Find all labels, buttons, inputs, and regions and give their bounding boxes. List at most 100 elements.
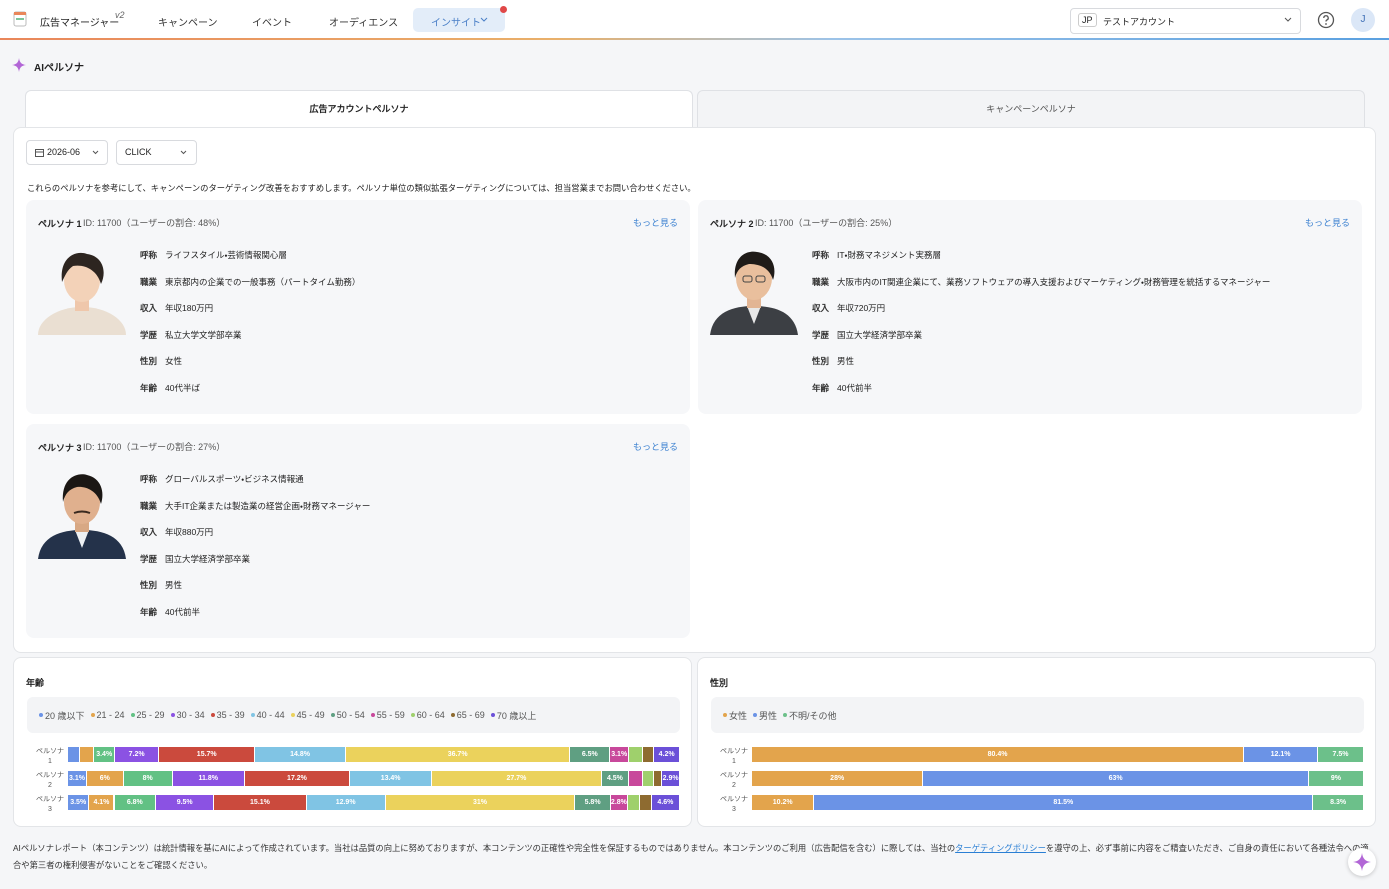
nav-item[interactable]: イベント <box>252 18 292 29</box>
bar-segment: 4.6% <box>651 795 679 810</box>
bar-segment: 27.7% <box>432 771 601 786</box>
field-label: 収入 <box>812 303 830 314</box>
assistant-button[interactable] <box>1348 848 1376 876</box>
legend-swatch <box>370 713 375 717</box>
nav-item[interactable]: キャンペーン <box>158 18 218 29</box>
legend-item[interactable]: 45 - 49 <box>290 710 325 720</box>
legend-item[interactable]: 25 - 29 <box>130 710 165 720</box>
account-code: JP <box>1078 13 1097 27</box>
nav-item[interactable]: オーディエンス <box>329 18 399 29</box>
persona-id: ID: 11700（ユーザーの割合: 27%） <box>83 442 226 452</box>
metric-select[interactable] <box>116 140 197 165</box>
legend-label: 70 歳以上 <box>496 710 537 721</box>
bar-segment: 9% <box>1308 771 1363 786</box>
legend-item[interactable]: 21 - 24 <box>90 710 125 720</box>
legend-label: 35 - 39 <box>216 710 245 720</box>
legend-item[interactable]: 男性 <box>753 709 777 722</box>
more-link[interactable]: もっと見る <box>632 218 678 228</box>
category-label: ペルソナ 3 <box>36 796 64 813</box>
help-icon[interactable] <box>1317 11 1335 29</box>
field-label: 学歴 <box>140 553 158 564</box>
value-label: 63% <box>1108 775 1123 782</box>
legend-item[interactable]: 50 - 54 <box>330 710 365 720</box>
legend-item[interactable]: 55 - 59 <box>370 710 405 720</box>
account-name: テストアカウント <box>1103 17 1176 27</box>
sparkle-icon <box>1353 853 1371 871</box>
legend-item[interactable]: 20 歳以下 <box>39 709 85 722</box>
nav-active[interactable] <box>413 8 505 32</box>
bar-segment: 3.5% <box>68 795 89 810</box>
bar-segment: 5.8% <box>575 795 610 810</box>
more-link[interactable]: もっと見る <box>632 442 678 452</box>
age-card: 年齢 20 歳以下 21 - 24 25 - 29 30 - 34 35 - 39 40 -… <box>13 657 692 827</box>
value-label: 28% <box>830 775 845 782</box>
persona-name: ペルソナ 1 <box>38 219 82 229</box>
header: 広告マネージャー v2 キャンペーン イベント オーディエンス インサイト JP… <box>0 0 1389 38</box>
sparkle-icon <box>12 58 26 72</box>
field-value: 国立大学経済学部卒業 <box>837 329 923 340</box>
tab[interactable]: キャンペーンペルソナ <box>697 90 1365 128</box>
legend-label: 30 - 34 <box>176 710 205 720</box>
bar-segment <box>653 771 662 786</box>
field-value: IT・財務マネジメント実務層 <box>837 250 941 260</box>
policy-link[interactable]: ターゲティングポリシー <box>955 843 1046 853</box>
value-label: 13.4% <box>380 775 401 782</box>
avatar[interactable]: J <box>1351 8 1375 32</box>
persona-avatar <box>37 240 127 363</box>
legend-item[interactable]: 35 - 39 <box>210 710 245 720</box>
value-label: 6% <box>99 775 110 782</box>
legend-swatch <box>450 713 455 717</box>
bar-segment <box>642 771 653 786</box>
month: 2026-06 <box>47 147 81 157</box>
nav-item[interactable]: インサイト <box>431 18 481 29</box>
value-label: 31% <box>472 799 487 806</box>
header-border <box>0 38 1389 40</box>
badge <box>500 6 507 13</box>
field-label: 年齢 <box>140 383 158 393</box>
account-select[interactable] <box>1070 8 1301 34</box>
bar-segment: 81.5% <box>814 795 1313 810</box>
bar-segment <box>68 747 80 762</box>
bar-segment: 31% <box>385 795 575 810</box>
legend-item[interactable]: 30 - 34 <box>170 710 205 720</box>
value-label: 12.9% <box>335 799 356 806</box>
month-select[interactable] <box>26 140 108 165</box>
legend-swatch <box>330 713 335 717</box>
legend-item[interactable]: 女性 <box>723 709 747 722</box>
disclaimer-text: を遵守の上、必ず事前に内容をご精査いただき、ご自身の責任において各種法令への適合… <box>13 843 1369 870</box>
value-label: 4.6% <box>657 799 674 806</box>
persona-avatar <box>709 240 799 335</box>
legend-item[interactable]: 65 - 69 <box>450 710 485 720</box>
legend-item[interactable]: 60 - 64 <box>410 710 445 720</box>
legend-label: 50 - 54 <box>336 710 365 720</box>
bar-segment <box>629 771 642 786</box>
value-label: 4.1% <box>93 799 110 806</box>
field-value: 男性 <box>165 580 183 591</box>
category-label: ペルソナ 1 <box>720 748 748 765</box>
field-value: 40代半ば <box>165 383 200 393</box>
bar-segment: 4.2% <box>654 747 679 762</box>
calendar-icon <box>35 149 44 157</box>
tab-active[interactable]: 広告アカウントペルソナ <box>25 90 693 128</box>
field-value: 40代前半 <box>837 383 872 393</box>
field-label: 年齢 <box>140 607 158 617</box>
bar-segment: 12.1% <box>1244 747 1318 762</box>
persona-name: ペルソナ 3 <box>38 443 82 453</box>
value-label: 6.5% <box>581 751 598 758</box>
legend-item[interactable]: 不明/その他 <box>783 709 837 722</box>
chart-title: 年齢 <box>26 678 45 688</box>
intro: これらのペルソナを参考にして、キャンペーンのターゲティング改善をおすすめします。… <box>27 183 696 193</box>
legend-item[interactable]: 70 歳以上 <box>490 709 537 722</box>
bar-segment: 7.5% <box>1318 747 1363 762</box>
value-label: 6.8% <box>126 799 143 806</box>
bar-segment: 14.8% <box>255 747 345 762</box>
more-link[interactable]: もっと見る <box>1304 218 1350 228</box>
category-label: ペルソナ 2 <box>36 772 64 789</box>
legend-item[interactable]: 40 - 44 <box>250 710 285 720</box>
field-label: 学歴 <box>812 329 830 340</box>
field-label: 呼称 <box>140 250 158 260</box>
bar-segment: 15.1% <box>214 795 306 810</box>
legend-label: 21 - 24 <box>96 710 125 720</box>
legend-label: 20 歳以下 <box>45 710 85 721</box>
